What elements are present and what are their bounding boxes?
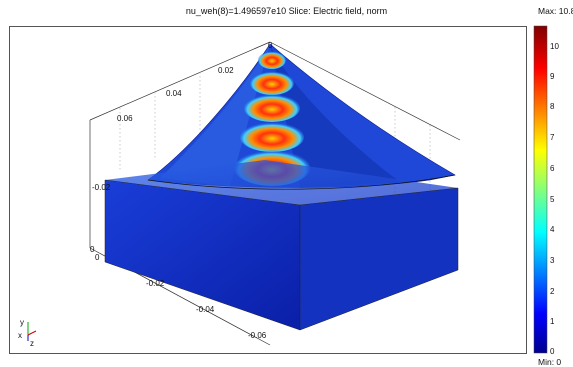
colorbar-tick-8: 8 (550, 102, 555, 111)
orientation-triad: y x z (18, 318, 37, 348)
colorbar-tick-9: 9 (550, 72, 555, 81)
dome-highlight (160, 44, 270, 186)
colorbar-tick-7: 7 (550, 133, 555, 142)
axis-z-label: z (30, 339, 34, 348)
colorbar-min-label: Min: 0 (538, 357, 562, 367)
slab-top (105, 160, 458, 205)
dome-shading (270, 44, 400, 188)
colorbar-max-label: Max: 10.89 (538, 6, 573, 16)
tick-lower-2: -0.02 (146, 279, 165, 288)
tick-lower-1: 0 (95, 253, 100, 262)
colorbar-tick-0: 0 (550, 347, 555, 356)
axis-y-label: y (20, 318, 24, 327)
colorbar-tick-4: 4 (550, 225, 555, 234)
tick-lower-3: -0.04 (196, 305, 215, 314)
plot-area-frame (9, 26, 527, 354)
tick-lower-4: -0.06 (248, 331, 267, 340)
colorbar (533, 25, 548, 354)
colorbar-tick-2: 2 (550, 287, 555, 296)
tick-upper-2: 0.04 (166, 89, 182, 98)
colorbar-tick-5: 5 (550, 195, 555, 204)
colorbar-ticks: 10 9 8 7 6 5 4 3 2 1 0 (550, 42, 559, 356)
axis-x-label: x (18, 331, 22, 340)
tick-upper-3: 0.06 (117, 114, 133, 123)
colorbar-tick-3: 3 (550, 256, 555, 265)
plot-title: nu_weh(8)=1.496597e10 Slice: Electric fi… (185, 6, 388, 16)
colorbar-tick-1: 1 (550, 317, 555, 326)
slab-front-right (299, 187, 459, 331)
colorbar-tick-6: 6 (550, 164, 555, 173)
colorbar-tick-10: 10 (550, 42, 559, 51)
tick-upper-4: -0.02 (92, 183, 111, 192)
tick-upper-1: 0.02 (218, 66, 234, 75)
tick-lower-0: 0 (90, 245, 95, 254)
tick-upper-0: 0 (268, 41, 273, 50)
field-hotspots (234, 51, 310, 186)
